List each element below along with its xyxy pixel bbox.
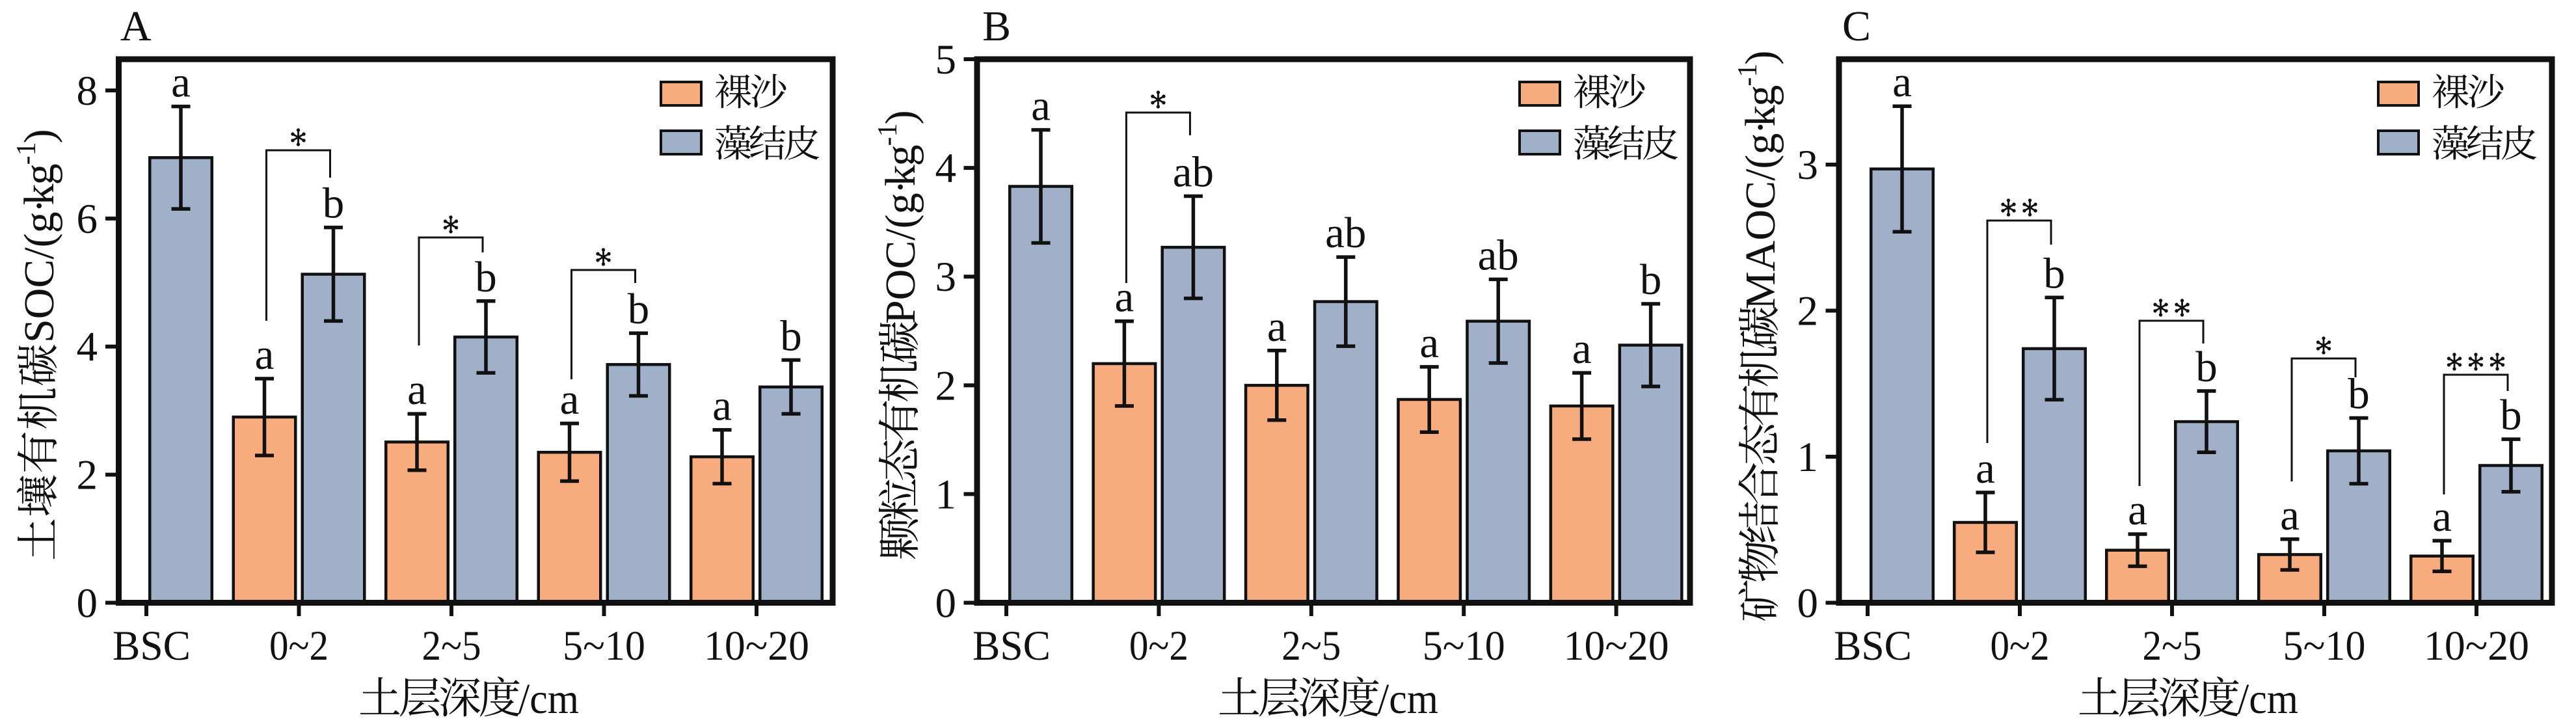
svg-text:a: a <box>171 59 191 107</box>
svg-text:g: g <box>877 193 924 214</box>
svg-text:5~10: 5~10 <box>563 623 645 669</box>
svg-text:5~10: 5~10 <box>2283 623 2366 669</box>
svg-text:·: · <box>16 198 63 213</box>
svg-text:a: a <box>1115 273 1134 321</box>
svg-text:2~5: 2~5 <box>422 623 481 669</box>
svg-text:O: O <box>16 288 63 319</box>
svg-text:M: M <box>1737 271 1784 310</box>
svg-text:k: k <box>877 165 924 186</box>
svg-text:0~2: 0~2 <box>269 623 329 669</box>
svg-text:g: g <box>16 211 63 233</box>
svg-text:A: A <box>120 3 152 50</box>
svg-text:b: b <box>2043 249 2065 297</box>
svg-text:): ) <box>16 129 63 143</box>
svg-text:a: a <box>2280 491 2300 539</box>
svg-text:a: a <box>2128 486 2147 534</box>
svg-text:a: a <box>407 366 427 414</box>
svg-text:O: O <box>877 269 924 301</box>
svg-text:-1: -1 <box>1733 64 1763 87</box>
svg-text:g: g <box>1737 133 1784 155</box>
svg-text:0: 0 <box>1797 580 1819 627</box>
svg-text:0: 0 <box>77 580 98 627</box>
svg-text:1: 1 <box>935 471 957 518</box>
svg-text:2: 2 <box>1797 288 1819 335</box>
svg-text:): ) <box>877 110 924 124</box>
svg-text:ab: ab <box>1325 209 1366 257</box>
svg-text:g: g <box>16 163 63 185</box>
svg-text:C: C <box>1737 181 1784 209</box>
svg-text:BSC: BSC <box>113 623 191 669</box>
svg-text:10~20: 10~20 <box>1564 623 1669 669</box>
svg-text:b: b <box>780 312 802 360</box>
svg-text:BSC: BSC <box>973 623 1051 669</box>
svg-text:/cm: /cm <box>518 675 579 723</box>
svg-text:·: · <box>877 180 924 194</box>
svg-text:b: b <box>475 253 497 301</box>
svg-text:8: 8 <box>77 68 98 115</box>
svg-text:b: b <box>2348 370 2370 418</box>
svg-text:a: a <box>255 330 275 379</box>
svg-text:4: 4 <box>935 145 957 192</box>
svg-text:2: 2 <box>77 452 98 499</box>
svg-text:/: / <box>877 228 924 241</box>
svg-text:C: C <box>16 260 63 288</box>
svg-text:a: a <box>1267 303 1287 351</box>
svg-text:g: g <box>1737 85 1784 107</box>
svg-text:a: a <box>1031 82 1051 130</box>
svg-text:b: b <box>323 180 345 228</box>
svg-text:C: C <box>877 241 924 269</box>
svg-text:a: a <box>2432 492 2452 541</box>
svg-text:C: C <box>1842 3 1871 50</box>
svg-text:a: a <box>1572 325 1592 373</box>
svg-text:k: k <box>16 183 63 205</box>
svg-text:O: O <box>1737 209 1784 241</box>
svg-text:4: 4 <box>77 324 98 371</box>
svg-text:/cm: /cm <box>2238 675 2298 723</box>
svg-text:b: b <box>2500 391 2522 439</box>
svg-text:b: b <box>628 285 650 333</box>
svg-text:(: ( <box>16 233 63 247</box>
svg-text:a: a <box>712 382 732 430</box>
svg-text:g: g <box>877 144 924 166</box>
svg-text:2~5: 2~5 <box>2143 623 2202 669</box>
svg-text:/: / <box>1737 169 1784 181</box>
svg-text:5: 5 <box>935 36 957 83</box>
svg-text:B: B <box>982 3 1011 50</box>
svg-text:2~5: 2~5 <box>1281 623 1341 669</box>
svg-text:10~20: 10~20 <box>704 623 809 669</box>
svg-text:1: 1 <box>1797 434 1819 481</box>
svg-text:-1: -1 <box>873 123 903 146</box>
svg-text:2: 2 <box>935 362 957 409</box>
svg-text:5~10: 5~10 <box>1423 623 1505 669</box>
svg-text:/: / <box>16 247 63 260</box>
svg-text:0: 0 <box>935 580 957 627</box>
svg-text:P: P <box>877 300 924 324</box>
svg-text:A: A <box>1737 240 1784 271</box>
svg-text:6: 6 <box>77 196 98 243</box>
svg-text:(: ( <box>1737 155 1784 169</box>
svg-text:(: ( <box>877 214 924 228</box>
svg-text:3: 3 <box>935 254 957 301</box>
svg-text:b: b <box>1640 256 1662 304</box>
svg-text:a: a <box>560 375 580 424</box>
svg-text:10~20: 10~20 <box>2424 623 2529 669</box>
svg-text:ab: ab <box>1173 148 1214 196</box>
svg-text:ab: ab <box>1478 231 1519 279</box>
svg-text:b: b <box>2195 343 2218 391</box>
svg-text:-1: -1 <box>12 142 42 165</box>
svg-text:/cm: /cm <box>1378 675 1438 723</box>
svg-text:BSC: BSC <box>1834 623 1912 669</box>
svg-text:k: k <box>1737 105 1784 127</box>
svg-text:3: 3 <box>1797 142 1819 189</box>
svg-text:a: a <box>1419 319 1439 367</box>
svg-text:·: · <box>1737 120 1784 135</box>
svg-text:a: a <box>1892 58 1912 106</box>
svg-text:0~2: 0~2 <box>1991 623 2050 669</box>
svg-text:): ) <box>1737 51 1784 65</box>
svg-text:0~2: 0~2 <box>1129 623 1188 669</box>
svg-text:S: S <box>16 319 63 343</box>
svg-text:a: a <box>1976 444 1995 492</box>
